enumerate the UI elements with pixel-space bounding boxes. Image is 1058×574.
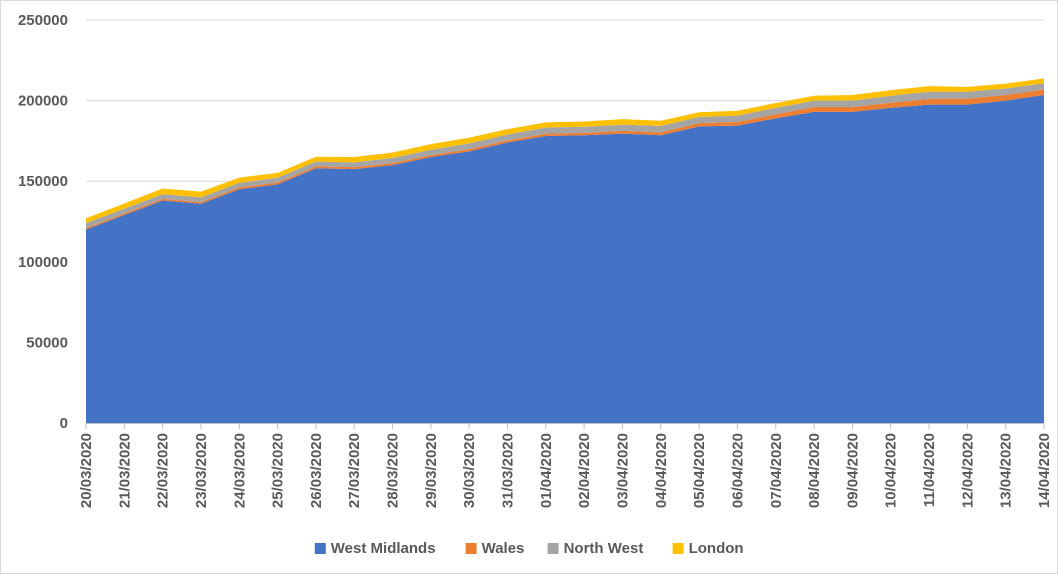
x-tick-label: 09/04/2020 [844,433,861,508]
legend-item-west-midlands: West Midlands [314,540,436,557]
x-tick-label: 10/04/2020 [883,433,900,508]
x-tick-label: 01/04/2020 [538,433,555,508]
y-tick-label: 0 [60,415,68,432]
legend-swatch [672,543,684,554]
x-tick-label: 30/03/2020 [461,433,478,508]
legend: West Midlands Wales North West London [314,540,744,557]
x-tick-label: 02/04/2020 [576,433,593,508]
x-tick-label: 23/03/2020 [193,433,210,508]
area-series-north-west [86,83,1044,228]
axes [85,423,1045,429]
legend-swatch [465,543,477,554]
y-axis-tick-labels: 0 50000 100000 150000 200000 250000 [18,12,68,432]
x-tick-label: 25/03/2020 [270,433,287,508]
x-tick-label: 20/03/2020 [78,433,95,508]
legend-label: Wales [482,540,525,557]
x-tick-label: 24/03/2020 [231,433,248,508]
y-tick-label: 50000 [26,334,68,351]
x-tick-label: 07/04/2020 [768,433,785,508]
legend-label: London [689,540,744,557]
x-tick-label: 29/03/2020 [423,433,440,508]
legend-item-london: London [672,540,744,557]
x-tick-label: 03/04/2020 [614,433,631,508]
y-tick-label: 150000 [18,173,68,190]
y-tick-label: 100000 [18,254,68,271]
x-tick-label: 14/04/2020 [1036,433,1053,508]
x-tick-label: 11/04/2020 [921,433,938,507]
x-tick-label: 05/04/2020 [691,433,708,508]
x-tick-label: 06/04/2020 [729,433,746,508]
x-tick-label: 27/03/2020 [346,433,363,508]
x-tick-label: 04/04/2020 [653,433,670,508]
legend-swatch [547,543,559,554]
x-tick-label: 28/03/2020 [385,433,402,508]
x-tick-label: 22/03/2020 [155,433,172,508]
x-axis-tick-labels: 20/03/2020 21/03/2020 22/03/2020 23/03/2020… [78,433,1053,508]
y-tick-label: 200000 [18,93,68,110]
y-tick-label: 250000 [18,12,68,29]
legend-label: West Midlands [331,540,436,557]
x-tick-label: 26/03/2020 [308,433,325,508]
area-series-layer [86,78,1044,424]
legend-swatch [314,543,326,554]
x-tick-label: 21/03/2020 [116,433,133,508]
legend-item-wales: Wales [465,540,525,557]
area-series-wales [86,89,1044,230]
area-series-west-midlands [86,94,1044,424]
legend-item-north-west: North West [547,540,644,557]
x-tick-label: 13/04/2020 [998,433,1015,508]
x-tick-label: 31/03/2020 [500,433,517,508]
legend-label: North West [564,540,644,557]
x-tick-label: 12/04/2020 [959,433,976,508]
x-tick-label: 08/04/2020 [806,433,823,508]
